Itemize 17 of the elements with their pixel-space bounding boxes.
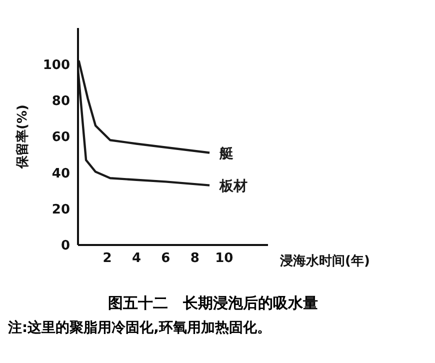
x-tick-label: 6 <box>161 251 170 266</box>
series-label: 艇 <box>218 146 234 162</box>
y-axis-title: 保留率(%) <box>14 104 31 170</box>
y-tick-label: 100 <box>42 58 70 73</box>
y-tick-label: 40 <box>52 166 70 182</box>
x-tick-label: 4 <box>132 251 141 266</box>
text: 注:这里的聚脂用冷固化,环氧用加热固化。 <box>8 319 272 337</box>
y-tick-label: 20 <box>52 202 70 218</box>
series-label: 板材 <box>218 178 248 194</box>
x-tick-label: 2 <box>102 251 112 266</box>
y-tick-label: 0 <box>60 238 70 254</box>
x-tick-label: 10 <box>215 251 234 266</box>
text: 图五十二 长期浸泡后的吸水量 <box>107 294 319 313</box>
x-tick-label: 8 <box>190 251 200 266</box>
x-axis-title: 浸海水时间(年) <box>280 253 370 270</box>
y-tick-label: 60 <box>52 130 70 146</box>
y-tick-label: 80 <box>52 94 70 109</box>
